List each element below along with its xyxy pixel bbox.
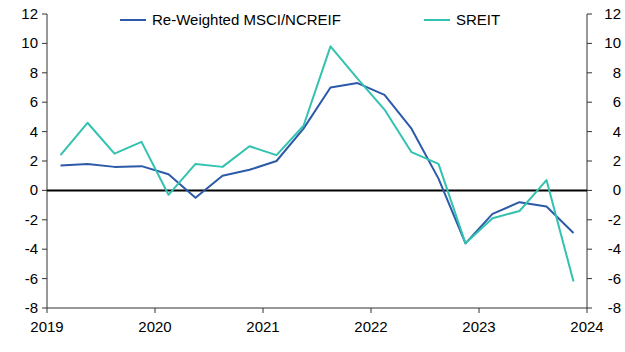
- y2-tick-label: -6: [608, 270, 621, 287]
- y-tick-label: 12: [21, 5, 38, 22]
- x-tick: [371, 308, 372, 313]
- x-tick-label: 2019: [30, 318, 63, 335]
- x-axis-line: [47, 308, 587, 309]
- y2-tick-label: 2: [613, 152, 621, 169]
- zero-line: [47, 189, 587, 191]
- y-tick: [42, 72, 47, 73]
- y-tick-label: 4: [30, 123, 38, 140]
- y-tick: [42, 278, 47, 279]
- y-tick-label: 8: [30, 64, 38, 81]
- y2-tick: [587, 14, 592, 15]
- y-tick-label: 6: [30, 93, 38, 110]
- x-tick: [587, 308, 588, 313]
- y2-tick: [587, 308, 592, 309]
- y2-tick-label: -2: [608, 211, 621, 228]
- y-tick-label: -4: [25, 240, 38, 257]
- y2-tick: [587, 190, 592, 191]
- chart: -8 -6 -4 -2 0 2 4 6 8 10 12 -8 -6 -4 -2 0 2 4 6 8 10 12 2019 20…: [0, 0, 625, 352]
- legend-label: Re-Weighted MSCI/NCREIF: [152, 11, 341, 28]
- y-tick-label: 2: [30, 152, 38, 169]
- y2-tick: [587, 43, 592, 44]
- y2-tick: [587, 131, 592, 132]
- y2-tick-label: 0: [613, 181, 621, 198]
- y2-tick: [587, 249, 592, 250]
- y-tick-label: -6: [25, 270, 38, 287]
- x-tick-label: 2024: [570, 318, 603, 335]
- y2-tick: [587, 102, 592, 103]
- legend-swatch: [424, 19, 450, 21]
- y2-tick: [587, 278, 592, 279]
- x-tick-label: 2023: [462, 318, 495, 335]
- series-group: [61, 46, 574, 281]
- y-tick: [42, 14, 47, 15]
- y-tick: [42, 219, 47, 220]
- y2-tick-label: -8: [608, 299, 621, 316]
- y-tick: [42, 190, 47, 191]
- x-tick-label: 2021: [246, 318, 279, 335]
- series-line: [61, 83, 574, 243]
- legend-label: SREIT: [456, 11, 500, 28]
- y-tick-label: -2: [25, 211, 38, 228]
- y2-tick-label: -4: [608, 240, 621, 257]
- x-tick: [263, 308, 264, 313]
- series-line: [61, 46, 574, 281]
- y-tick-label: 0: [30, 181, 38, 198]
- x-tick: [479, 308, 480, 313]
- legend-swatch: [120, 19, 146, 21]
- x-tick: [155, 308, 156, 313]
- y-tick: [42, 102, 47, 103]
- y-tick-label: -8: [25, 299, 38, 316]
- y2-tick: [587, 161, 592, 162]
- x-tick-label: 2022: [354, 318, 387, 335]
- y2-tick-label: 4: [613, 123, 621, 140]
- y2-tick-label: 6: [613, 93, 621, 110]
- y2-tick-label: 12: [604, 5, 621, 22]
- y-tick: [42, 161, 47, 162]
- y2-tick: [587, 219, 592, 220]
- x-tick-label: 2020: [138, 318, 171, 335]
- y-tick: [42, 131, 47, 132]
- y-tick: [42, 43, 47, 44]
- y-tick: [42, 249, 47, 250]
- x-tick: [47, 308, 48, 313]
- y-tick-label: 10: [21, 34, 38, 51]
- y2-tick-label: 8: [613, 64, 621, 81]
- y2-tick: [587, 72, 592, 73]
- y-tick: [42, 308, 47, 309]
- y2-tick-label: 10: [604, 34, 621, 51]
